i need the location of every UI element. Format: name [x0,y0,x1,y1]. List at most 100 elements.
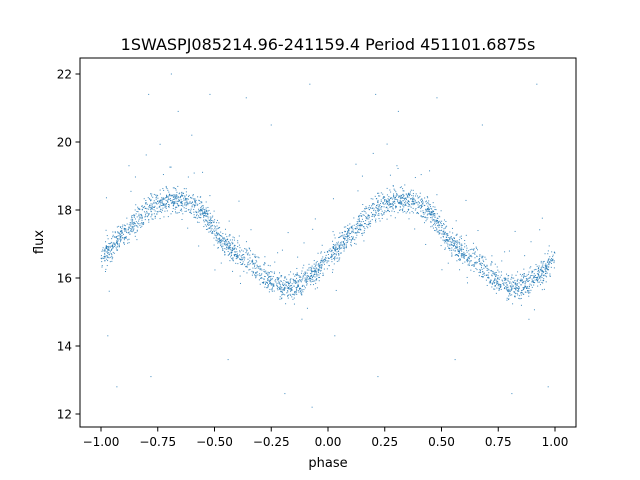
data-point [132,226,134,228]
data-point [183,199,185,201]
data-point [542,282,544,284]
data-point [423,222,425,224]
data-point [472,264,474,266]
data-point [226,246,228,248]
data-point [404,184,406,186]
data-point [156,194,158,196]
data-point [203,212,205,214]
data-point [173,202,175,204]
data-point [276,277,278,279]
data-point [378,204,380,206]
data-point [250,250,252,252]
data-point [461,244,463,246]
data-point [309,277,311,279]
data-point [178,211,180,213]
data-point [242,257,244,259]
data-point [245,252,247,254]
data-point [537,270,539,272]
data-point [185,194,187,196]
data-point [214,230,216,232]
data-point [539,284,541,286]
data-point [546,266,548,268]
data-point [256,264,258,266]
data-point [348,235,350,237]
data-point [316,277,318,279]
data-point [421,216,423,218]
data-point [451,249,453,251]
data-point [205,213,207,215]
data-point [350,227,352,229]
data-point [199,214,201,216]
data-point [280,276,282,278]
data-point [452,240,454,242]
data-point [146,208,148,210]
data-point [162,204,164,206]
data-point [449,247,451,249]
data-point [238,235,240,237]
data-point [130,190,132,192]
data-point [332,254,334,256]
data-point [255,256,257,258]
data-point [422,203,424,205]
data-point [304,287,306,289]
data-point [251,270,253,272]
data-point [277,289,279,291]
data-point [177,196,179,198]
data-point [146,203,148,205]
data-point [490,279,492,281]
data-point [367,214,369,216]
data-point [331,258,333,260]
data-point [411,200,413,202]
data-point [440,230,442,232]
data-point [296,267,298,269]
data-point [255,272,257,274]
data-point [391,210,393,212]
data-point [436,221,438,223]
data-point [511,287,513,289]
data-point [167,196,169,198]
data-point [180,204,182,206]
data-point [503,284,505,286]
data-point [520,290,522,292]
data-point [431,213,433,215]
data-point [344,246,346,248]
data-point [255,257,257,259]
data-point [477,230,479,232]
data-point [160,210,162,212]
data-point [404,210,406,212]
data-point [293,297,295,299]
data-point [267,286,269,288]
data-point [358,216,360,218]
data-point [421,198,423,200]
data-point [463,257,465,259]
data-point [515,287,517,289]
data-point [272,284,274,286]
data-point [447,234,449,236]
data-point [120,226,122,228]
data-point [377,200,379,202]
data-point [391,198,393,200]
data-point [549,273,551,275]
data-point [359,223,361,225]
data-point [287,282,289,284]
data-point [388,201,390,203]
data-point [141,223,143,225]
data-point [428,213,430,215]
data-point [372,207,374,209]
data-point [446,236,448,238]
data-point [114,245,116,247]
data-point [520,294,522,296]
data-point [543,271,545,273]
data-point [199,217,201,219]
data-point [411,210,413,212]
data-point [195,202,197,204]
data-point [280,288,282,290]
data-point [422,216,424,218]
data-point [401,202,403,204]
data-point [510,289,512,291]
data-point [437,220,439,222]
data-point [335,247,337,249]
data-point [460,249,462,251]
data-point [148,93,150,95]
data-point [395,206,397,208]
